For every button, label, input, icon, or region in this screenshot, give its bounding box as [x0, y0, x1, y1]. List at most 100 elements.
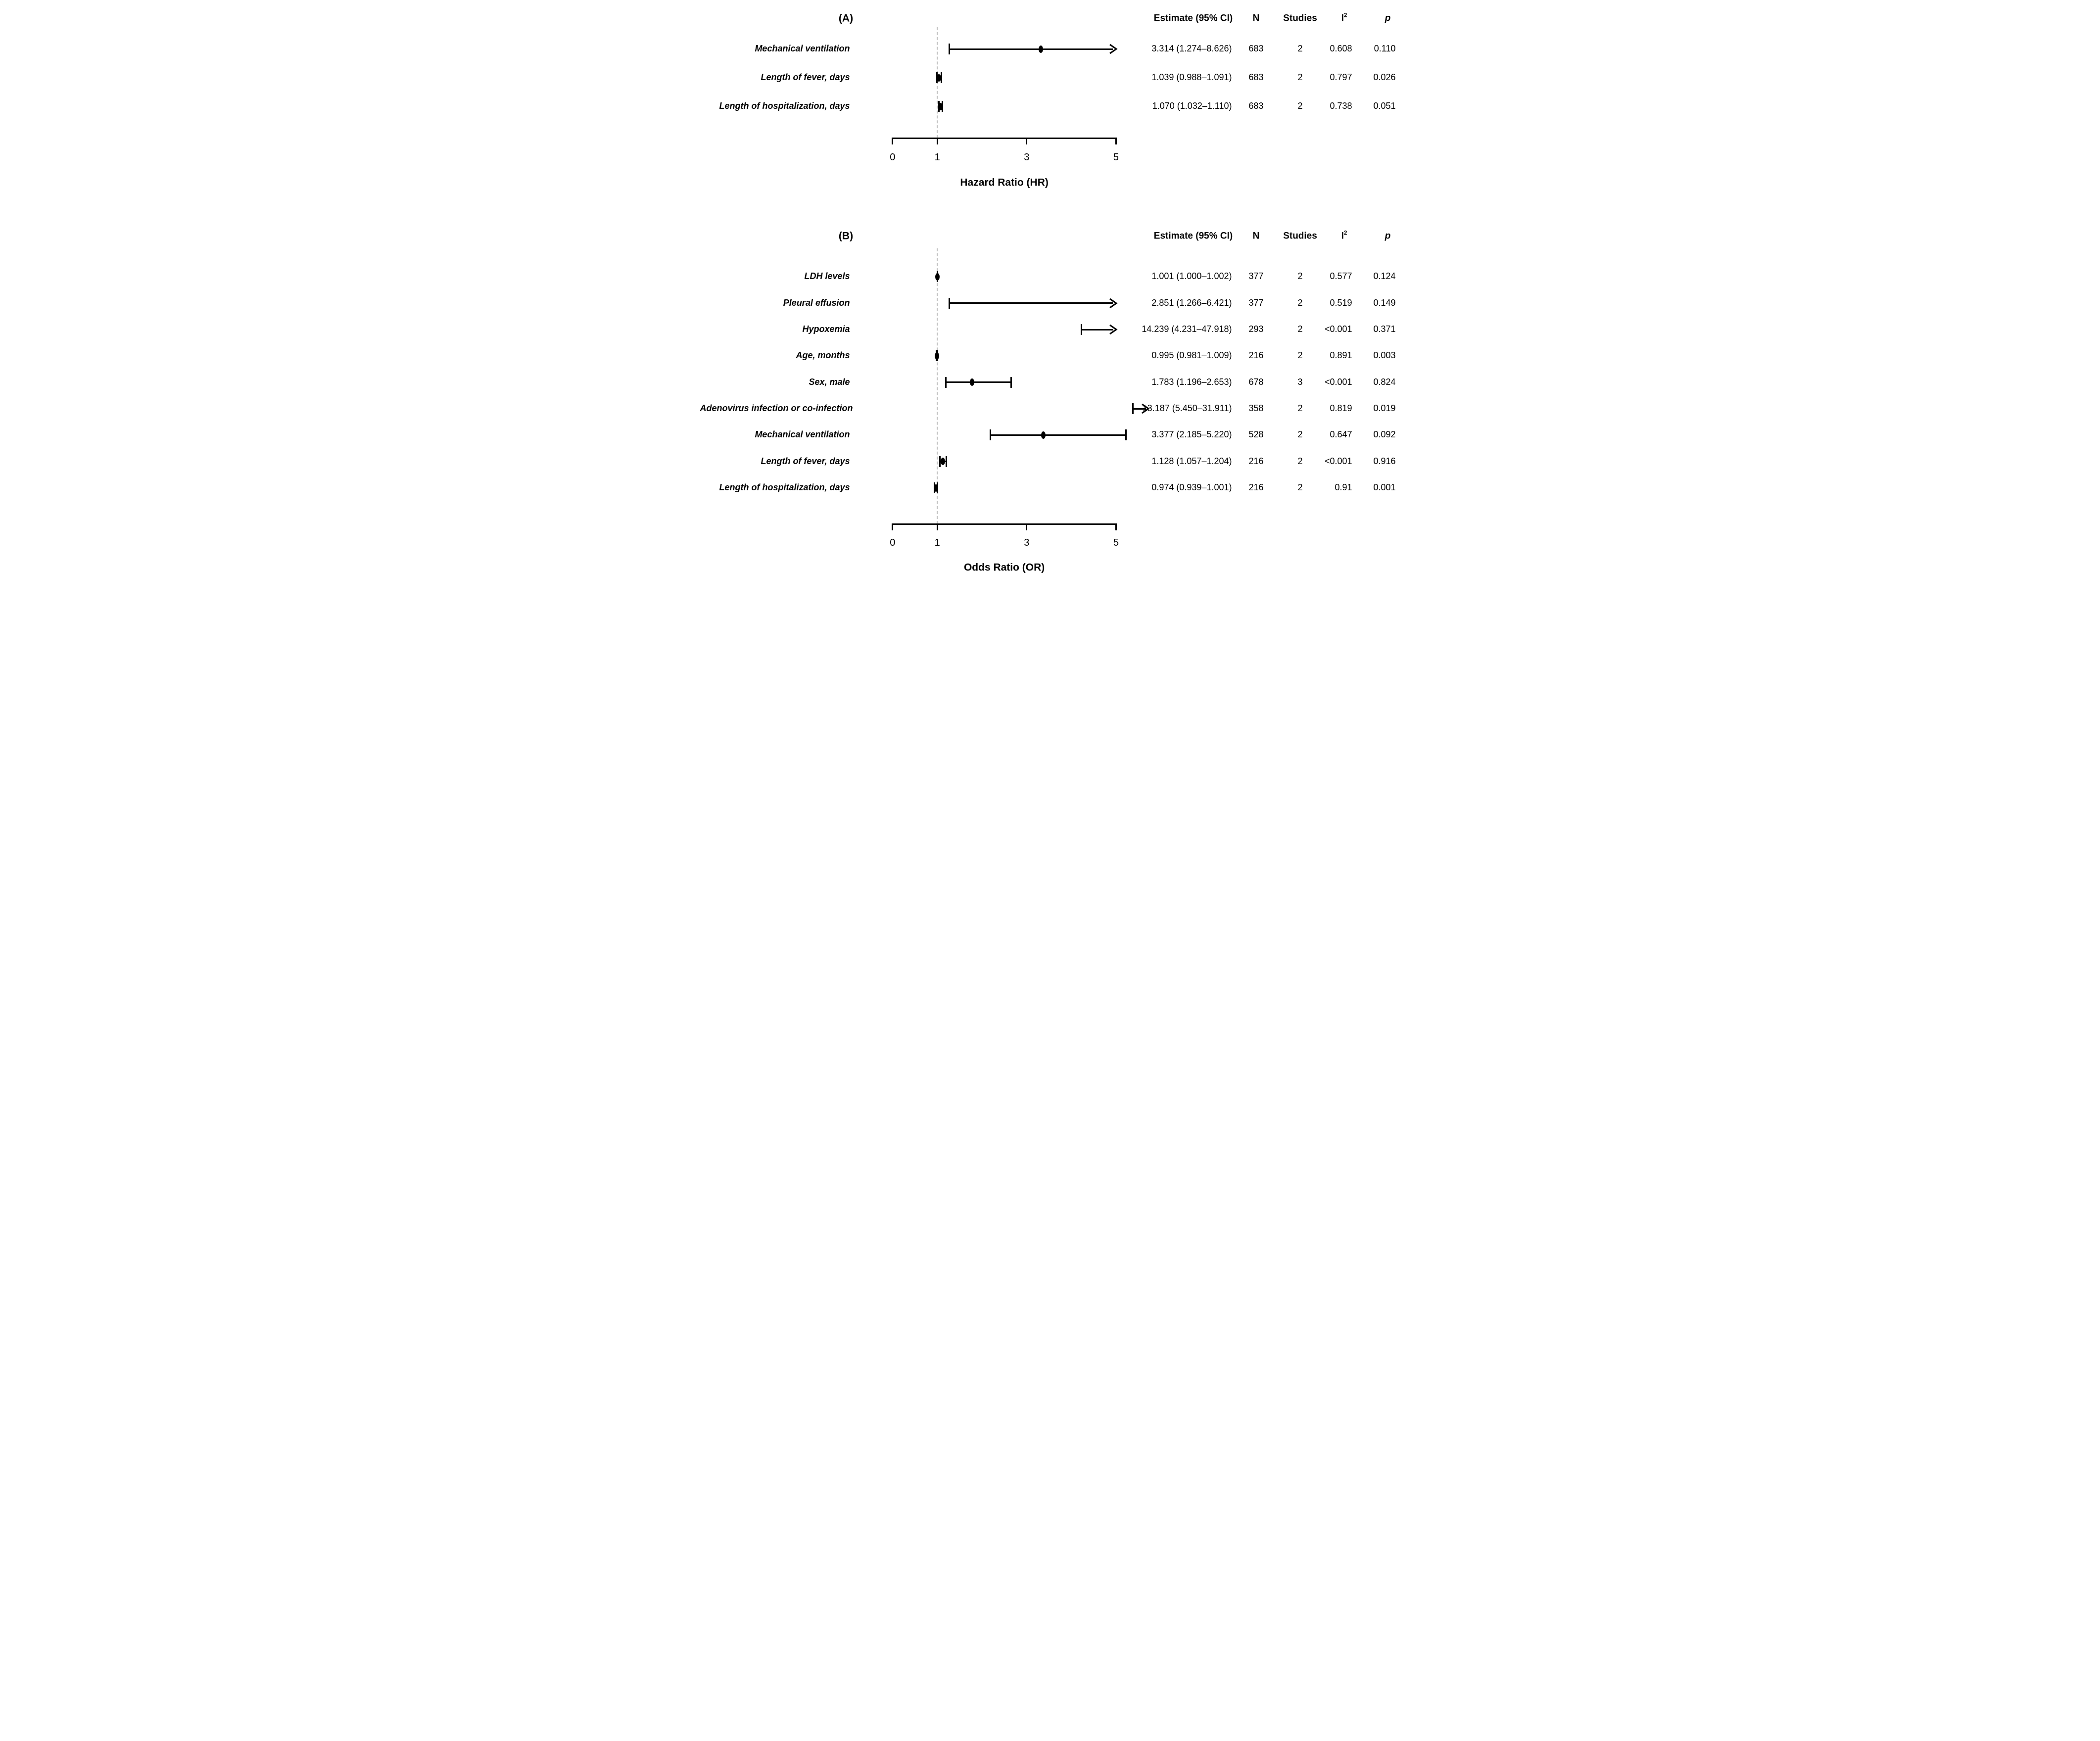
estimate-cell: 1.128 (1.057–1.204)	[1151, 456, 1232, 466]
estimate-cell: 1.001 (1.000–1.002)	[1151, 271, 1232, 282]
studies-cell: 2	[1297, 482, 1303, 493]
i2-cell: 0.891	[1330, 350, 1352, 361]
i2-cell: <0.001	[1324, 376, 1352, 387]
estimate-cell: 14.239 (4.231–47.918)	[1142, 324, 1232, 334]
x-axis-tick	[936, 524, 938, 530]
estimate-cell: 13.187 (5.450–31.911)	[1142, 403, 1232, 414]
row-label: Sex, male	[809, 376, 850, 387]
x-axis-tick-label: 1	[934, 152, 940, 163]
studies-cell: 2	[1297, 297, 1303, 308]
x-axis-tick-label: 3	[1024, 537, 1030, 549]
i2-cell: 0.608	[1330, 44, 1352, 54]
x-axis-tick	[936, 138, 938, 145]
row-label: Length of fever, days	[761, 456, 850, 466]
studies-cell: 2	[1297, 429, 1303, 440]
n-cell: 683	[1248, 101, 1264, 111]
n-cell: 528	[1248, 429, 1264, 440]
row-label: Adenovirus infection or co-infection	[700, 403, 853, 414]
i-squared-base: I	[1341, 231, 1344, 241]
x-axis-line	[892, 137, 1117, 139]
p-cell: 0.051	[1373, 101, 1396, 111]
estimate-cell: 3.377 (2.185–5.220)	[1151, 429, 1232, 440]
estimate-cell: 1.070 (1.032–1.110)	[1152, 101, 1232, 111]
point-estimate-dot	[935, 273, 940, 281]
i2-cell: <0.001	[1324, 324, 1352, 334]
n-cell: 216	[1248, 350, 1264, 361]
studies-cell: 2	[1297, 72, 1303, 83]
ci-cap	[1125, 429, 1127, 441]
row-label: Pleural effusion	[783, 297, 850, 308]
n-cell: 293	[1248, 324, 1264, 334]
p-cell: 0.026	[1373, 72, 1396, 83]
point-estimate-dot	[1041, 431, 1046, 439]
p-cell: 0.371	[1373, 324, 1396, 334]
arrow-right-icon	[1109, 44, 1118, 54]
n-cell: 216	[1248, 482, 1264, 493]
ci-line	[1133, 408, 1146, 410]
reference-line	[936, 248, 938, 524]
panel-b-odds-ratio: (B) Estimate (95% CI) N Studies I2 p 0 1 3 5 Odds …	[700, 0, 1400, 580]
point-estimate-dot	[937, 74, 942, 82]
ci-cap	[940, 72, 942, 84]
column-header-p: p	[1384, 231, 1391, 241]
arrow-right-icon	[1109, 298, 1118, 308]
estimate-cell: 1.039 (0.988–1.091)	[1151, 72, 1232, 83]
i2-cell: 0.519	[1330, 297, 1352, 308]
studies-cell: 2	[1297, 324, 1303, 334]
row-label: Length of hospitalization, days	[719, 101, 850, 111]
panel-label: (B)	[838, 230, 854, 242]
arrow-right-icon	[1141, 403, 1150, 414]
studies-cell: 2	[1297, 350, 1303, 361]
studies-cell: 3	[1297, 376, 1303, 387]
ci-line	[949, 302, 1113, 304]
i2-cell: 0.819	[1330, 403, 1352, 414]
estimate-cell: 3.314 (1.274–8.626)	[1151, 44, 1232, 54]
studies-cell: 2	[1297, 403, 1303, 414]
x-axis-title: Odds Ratio (OR)	[963, 562, 1045, 573]
x-axis-line	[892, 523, 1117, 525]
column-header-n: N	[1252, 231, 1260, 241]
p-cell: 0.092	[1373, 429, 1396, 440]
estimate-cell: 0.995 (0.981–1.009)	[1151, 350, 1232, 361]
i2-cell: 0.647	[1330, 429, 1352, 440]
x-axis-tick-label: 1	[934, 537, 940, 549]
row-label: Mechanical ventilation	[755, 44, 850, 54]
row-label: Mechanical ventilation	[755, 429, 850, 440]
point-estimate-dot	[934, 484, 939, 492]
studies-cell: 2	[1297, 271, 1303, 282]
p-cell: 0.001	[1373, 482, 1396, 493]
p-cell: 0.149	[1373, 297, 1396, 308]
row-label: Length of hospitalization, days	[719, 482, 850, 493]
i2-cell: 0.738	[1330, 101, 1352, 111]
x-axis-tick	[1026, 138, 1028, 145]
p-cell: 0.824	[1373, 376, 1396, 387]
x-axis-title: Hazard Ratio (HR)	[960, 177, 1049, 188]
n-cell: 377	[1248, 271, 1264, 282]
estimate-cell: 0.974 (0.939–1.001)	[1151, 482, 1232, 493]
x-axis-tick	[1026, 524, 1028, 530]
ci-line	[946, 381, 1011, 383]
x-axis-tick-label: 5	[1113, 537, 1119, 549]
p-cell: 0.019	[1373, 403, 1396, 414]
arrow-right-icon	[1109, 324, 1118, 335]
x-axis-tick	[892, 138, 894, 145]
n-cell: 683	[1248, 72, 1264, 83]
i2-cell: 0.91	[1335, 482, 1352, 493]
point-estimate-dot	[1038, 45, 1043, 53]
n-cell: 216	[1248, 456, 1264, 466]
point-estimate-dot	[941, 458, 946, 466]
point-estimate-dot	[938, 102, 943, 110]
x-axis-tick	[892, 524, 894, 530]
studies-cell: 2	[1297, 101, 1303, 111]
i-squared-superscript: 2	[1343, 230, 1347, 236]
x-axis-tick	[1115, 138, 1117, 145]
n-cell: 678	[1248, 376, 1264, 387]
ci-line	[1081, 329, 1113, 330]
i2-cell: 0.797	[1330, 72, 1352, 83]
point-estimate-dot	[970, 378, 975, 386]
x-axis-tick-label: 3	[1024, 152, 1030, 163]
ci-line	[949, 48, 1113, 50]
column-header-estimate: Estimate (95% CI)	[1153, 13, 1233, 24]
studies-cell: 2	[1297, 44, 1303, 54]
p-cell: 0.110	[1374, 44, 1396, 54]
